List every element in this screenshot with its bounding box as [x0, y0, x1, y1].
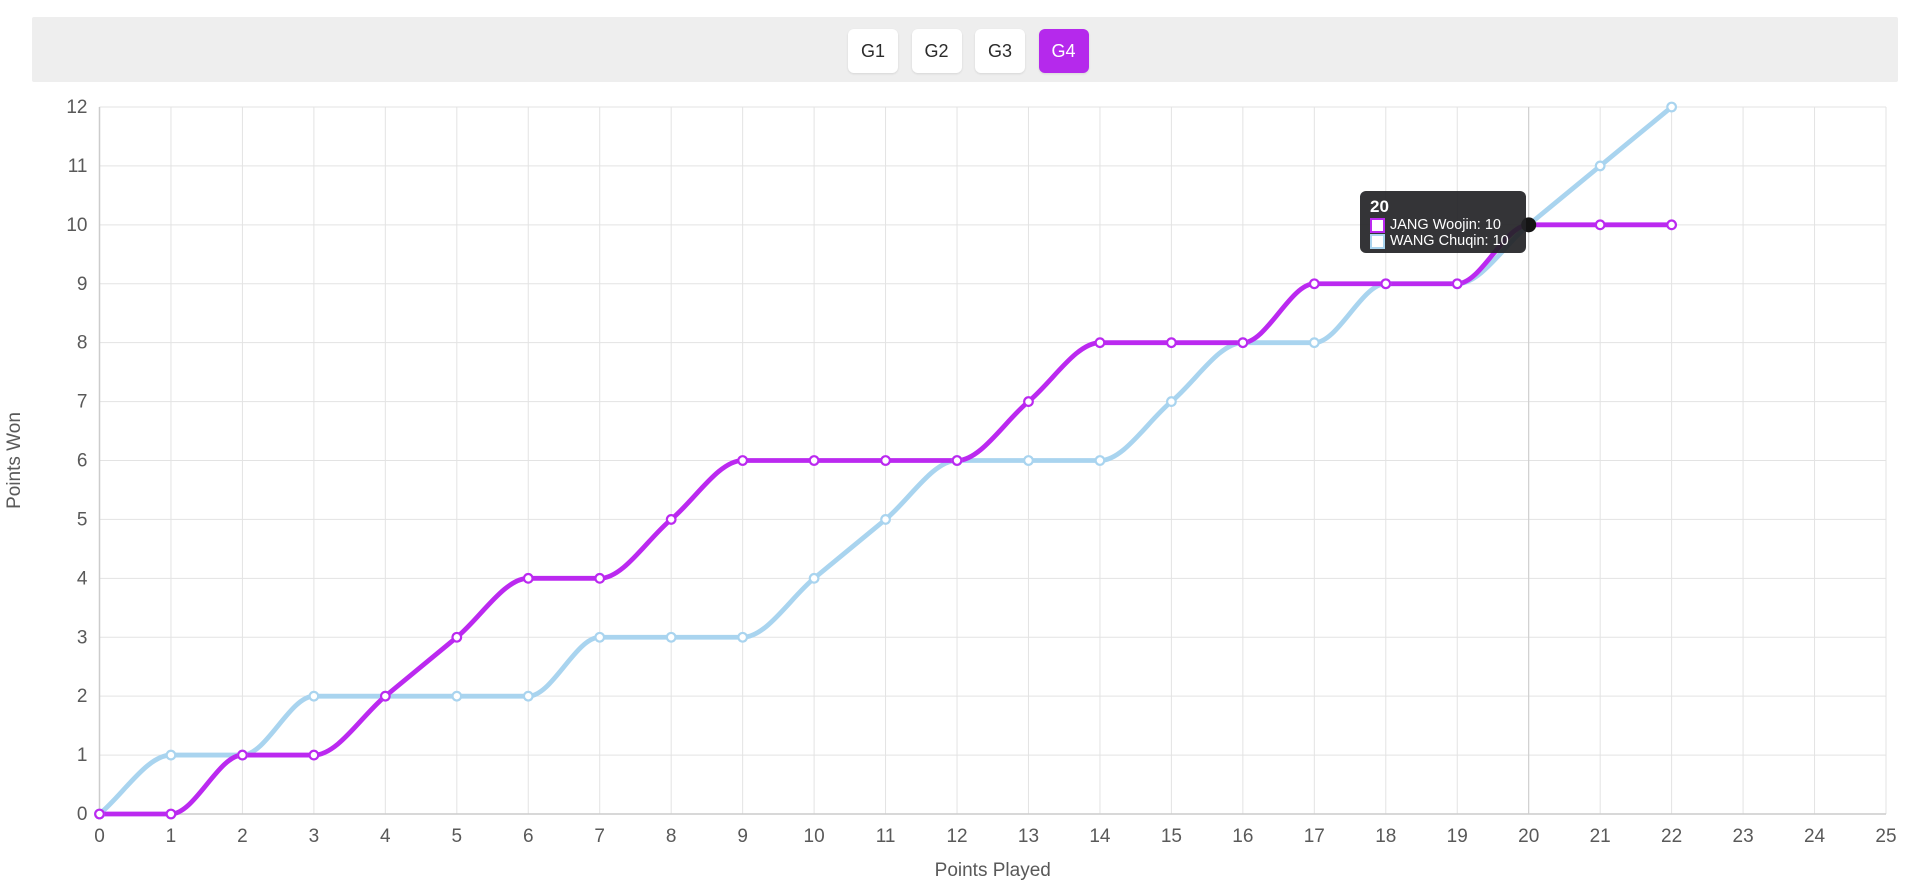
svg-text:12: 12 — [66, 97, 87, 118]
svg-text:10: 10 — [66, 215, 87, 236]
svg-text:5: 5 — [452, 826, 463, 847]
svg-text:25: 25 — [1875, 826, 1896, 847]
svg-text:0: 0 — [77, 804, 88, 825]
svg-text:3: 3 — [77, 627, 88, 648]
svg-text:6: 6 — [77, 451, 88, 472]
svg-text:Points Played: Points Played — [935, 860, 1051, 881]
svg-text:7: 7 — [594, 826, 605, 847]
svg-text:24: 24 — [1804, 826, 1826, 847]
svg-text:1: 1 — [166, 826, 177, 847]
svg-text:17: 17 — [1304, 826, 1325, 847]
svg-text:19: 19 — [1447, 826, 1468, 847]
svg-text:8: 8 — [77, 333, 88, 354]
svg-text:18: 18 — [1375, 826, 1396, 847]
svg-text:23: 23 — [1733, 826, 1754, 847]
svg-text:Points Won: Points Won — [4, 412, 25, 509]
svg-text:11: 11 — [68, 156, 88, 177]
svg-text:11: 11 — [876, 826, 896, 847]
svg-text:12: 12 — [946, 826, 967, 847]
svg-text:16: 16 — [1232, 826, 1253, 847]
svg-text:9: 9 — [737, 826, 748, 847]
svg-text:21: 21 — [1590, 826, 1611, 847]
svg-text:15: 15 — [1161, 826, 1182, 847]
svg-text:9: 9 — [77, 274, 88, 295]
svg-text:7: 7 — [77, 392, 88, 413]
svg-text:6: 6 — [523, 826, 534, 847]
svg-text:2: 2 — [77, 686, 88, 707]
svg-text:1: 1 — [77, 745, 88, 766]
svg-text:10: 10 — [804, 826, 825, 847]
svg-text:4: 4 — [380, 826, 391, 847]
svg-text:8: 8 — [666, 826, 677, 847]
svg-text:2: 2 — [237, 826, 248, 847]
svg-text:22: 22 — [1661, 826, 1682, 847]
svg-text:14: 14 — [1089, 826, 1111, 847]
svg-text:0: 0 — [94, 826, 105, 847]
svg-text:13: 13 — [1018, 826, 1039, 847]
svg-text:3: 3 — [309, 826, 320, 847]
svg-text:20: 20 — [1518, 826, 1539, 847]
svg-text:5: 5 — [77, 509, 88, 530]
svg-text:4: 4 — [77, 568, 88, 589]
